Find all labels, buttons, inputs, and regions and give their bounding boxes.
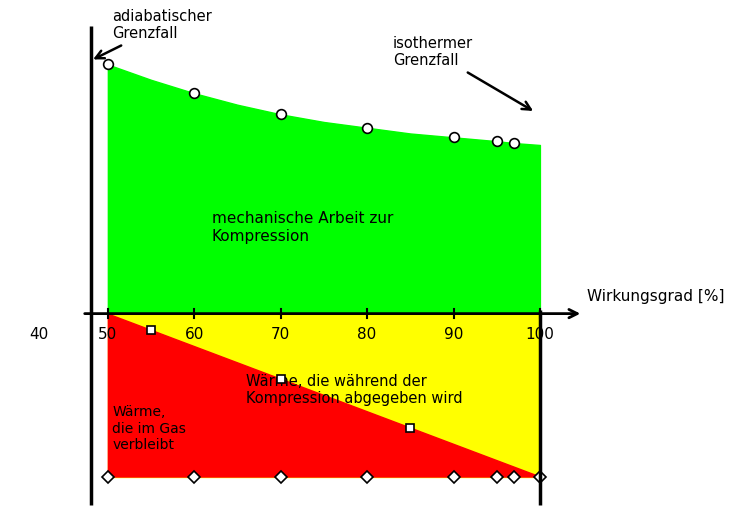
Text: Wirkungsgrad [%]: Wirkungsgrad [%] [588, 289, 725, 304]
Text: Wärme,
die im Gas
verbleibt: Wärme, die im Gas verbleibt [112, 405, 186, 452]
Text: 40: 40 [29, 327, 48, 342]
Text: 70: 70 [271, 327, 290, 342]
Text: adiabatischer
Grenzfall: adiabatischer Grenzfall [95, 9, 212, 58]
Text: Wärme, die während der
Kompression abgegeben wird: Wärme, die während der Kompression abgeg… [246, 374, 463, 406]
Text: 100: 100 [526, 327, 554, 342]
Text: isothermer
Grenzfall: isothermer Grenzfall [393, 36, 531, 110]
Text: 90: 90 [444, 327, 463, 342]
Text: mechanische Arbeit zur
Kompression: mechanische Arbeit zur Kompression [211, 211, 393, 243]
Text: 60: 60 [184, 327, 204, 342]
Text: 80: 80 [357, 327, 377, 342]
Text: 50: 50 [98, 327, 117, 342]
